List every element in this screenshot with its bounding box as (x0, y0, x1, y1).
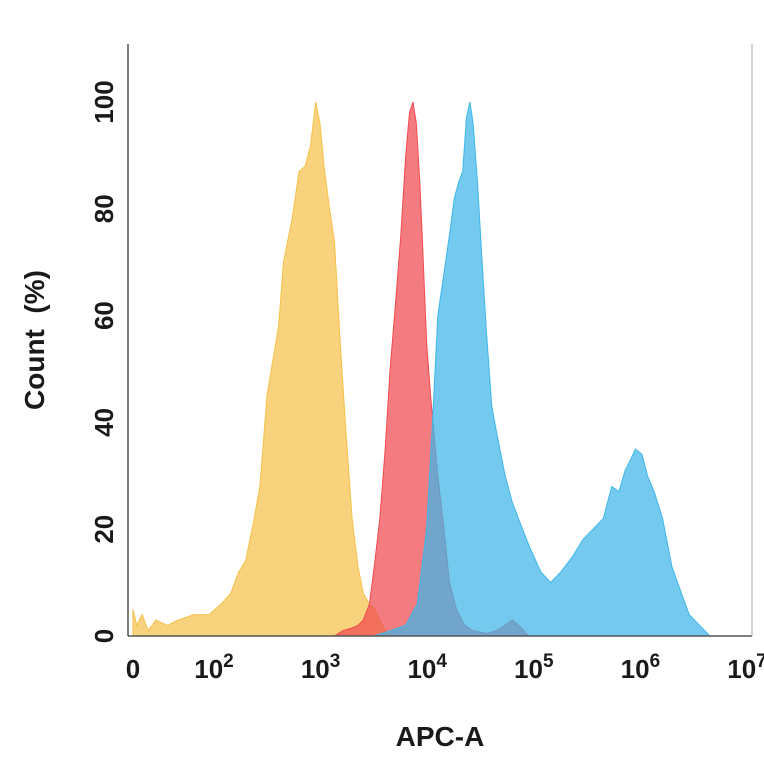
x-tick-label: 0 (126, 654, 140, 684)
x-ticks: 0 102 103 104 105 106 107 (126, 651, 764, 684)
y-tick-label: 60 (89, 301, 119, 330)
y-tick-label: 0 (89, 629, 119, 643)
y-tick-label: 100 (89, 80, 119, 123)
series-layer (132, 101, 712, 637)
x-tick-label: 107 (727, 651, 764, 684)
x-tick-label: 104 (407, 651, 447, 684)
y-ticks: 0 20 40 60 80 100 (89, 80, 119, 643)
y-tick-label: 20 (89, 515, 119, 544)
x-tick-label: 106 (621, 651, 661, 684)
y-axis-title: Count (%) (19, 270, 50, 410)
x-tick-label: 103 (301, 651, 341, 684)
histogram-series-1 (132, 101, 392, 637)
histogram-series-3 (373, 101, 712, 637)
x-tick-label: 102 (194, 651, 234, 684)
y-tick-label: 40 (89, 408, 119, 437)
x-tick-label: 105 (514, 651, 554, 684)
plot-area (127, 44, 753, 637)
y-tick-label: 80 (89, 194, 119, 223)
x-axis-title: APC-A (396, 721, 485, 752)
